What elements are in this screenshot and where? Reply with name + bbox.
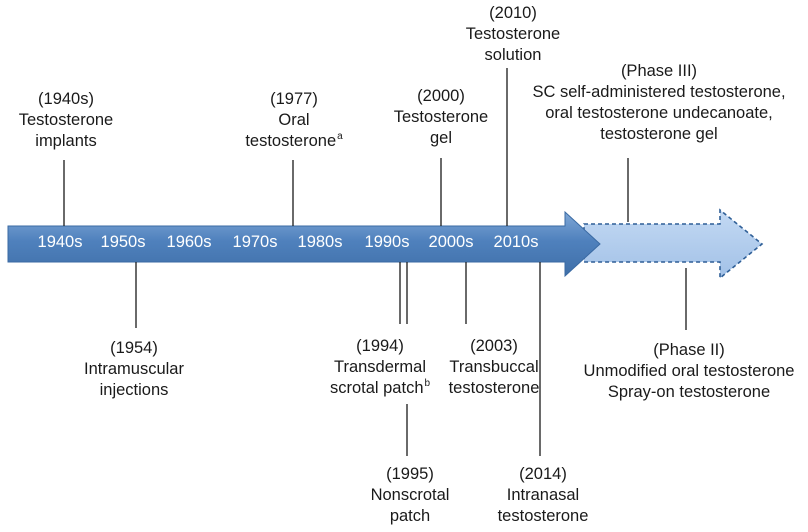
event-line: implants — [35, 132, 97, 150]
event-line: Transdermal — [333, 358, 426, 376]
event-2000: (2000) Testosterone gel — [394, 86, 488, 149]
event-line: patch — [389, 507, 431, 525]
event-line: Testosterone — [18, 111, 114, 129]
event-year: (2003) — [470, 337, 518, 355]
event-year: (1954) — [110, 339, 158, 357]
phase-title: (Phase II) — [653, 341, 725, 359]
footnote-marker: a — [337, 130, 343, 142]
event-line-with-note: testosteronea — [245, 131, 342, 152]
event-1940s: (1940s) Testosterone implants — [19, 89, 113, 152]
event-2003: (2003) Transbuccal testosterone — [449, 336, 540, 399]
event-1954: (1954) Intramuscular injections — [84, 338, 184, 401]
event-2014: (2014) Intranasal testosterone — [498, 464, 589, 527]
event-line: injections — [99, 381, 169, 399]
event-line-with-note: scrotal patchb — [330, 378, 430, 399]
phase-title: (Phase III) — [620, 62, 698, 80]
decade-label-1960s: 1960s — [166, 233, 212, 251]
event-year: (1940s) — [38, 90, 94, 108]
event-line: Oral — [278, 111, 310, 129]
timeline-arrow — [7, 210, 601, 278]
future-phase-arrow — [583, 208, 764, 280]
event-line: Testosterone — [465, 25, 561, 43]
phase-line: testosterone gel — [600, 125, 718, 143]
event-line: gel — [429, 129, 453, 147]
event-year: (2010) — [489, 4, 537, 22]
event-1995: (1995) Nonscrotal patch — [371, 464, 450, 527]
decade-label-1970s: 1970s — [232, 233, 278, 251]
phase-2-pipeline: (Phase II) Unmodified oral testosterone … — [584, 340, 795, 403]
connector-lines — [63, 68, 687, 456]
event-line: testosterone — [497, 507, 589, 525]
event-line: solution — [484, 46, 542, 64]
event-line: testosterone — [448, 379, 540, 397]
event-line: Nonscrotal — [370, 486, 450, 504]
phase-line: SC self-administered testosterone, — [532, 83, 786, 101]
decade-label-1980s: 1980s — [297, 233, 343, 251]
event-year: (2014) — [519, 465, 567, 483]
event-1977: (1977) Oral testosteronea — [245, 89, 342, 152]
event-year: (2000) — [417, 87, 465, 105]
event-year: (1977) — [270, 90, 318, 108]
decade-label-2010s: 2010s — [493, 233, 539, 251]
event-1994: (1994) Transdermal scrotal patchb — [330, 336, 430, 399]
decade-label-1950s: 1950s — [100, 233, 146, 251]
phase-line: Spray-on testosterone — [607, 383, 771, 401]
event-line: scrotal patch — [329, 379, 424, 397]
event-line: Intramuscular — [84, 360, 184, 378]
footnote-marker: b — [424, 377, 431, 389]
event-line: Testosterone — [393, 108, 489, 126]
phase-line: oral testosterone undecanoate, — [545, 104, 773, 122]
phase-line: Unmodified oral testosterone — [583, 362, 795, 380]
decade-label-1940s: 1940s — [37, 233, 83, 251]
event-2010: (2010) Testosterone solution — [466, 3, 560, 66]
event-line: Intranasal — [506, 486, 580, 504]
event-line: Transbuccal — [449, 358, 539, 376]
event-line: testosterone — [245, 132, 337, 150]
event-year: (1995) — [386, 465, 434, 483]
event-year: (1994) — [356, 337, 404, 355]
decade-label-2000s: 2000s — [428, 233, 474, 251]
phase-3-pipeline: (Phase III) SC self-administered testost… — [532, 61, 785, 145]
decade-label-1990s: 1990s — [364, 233, 410, 251]
